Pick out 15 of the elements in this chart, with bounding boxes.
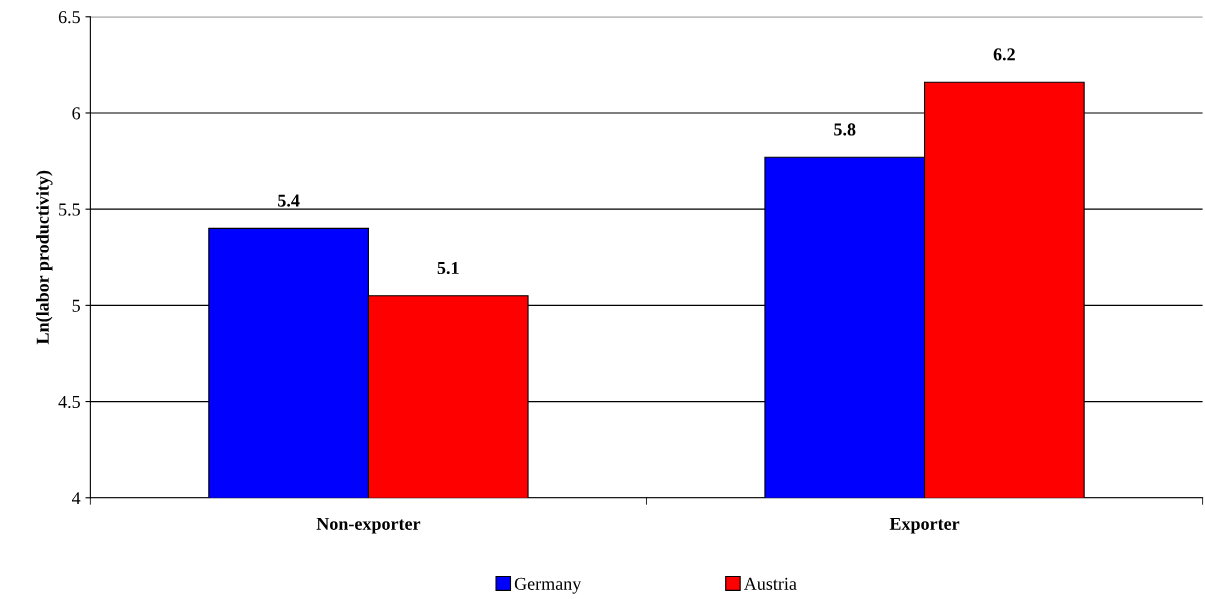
data-label: 6.2	[993, 48, 1015, 61]
data-label: 5.4	[278, 194, 300, 207]
y-axis-title: Ln(labor productivity)	[36, 170, 53, 345]
y-tick-label: 5.5	[59, 203, 80, 216]
legend-label: Germany	[514, 577, 582, 594]
y-tick-label: 5	[72, 299, 80, 312]
x-tick-label: Non-exporter	[316, 517, 421, 534]
y-tick-label: 4.5	[58, 395, 80, 409]
y-tick-label: 6.5	[58, 11, 80, 24]
data-label: 5.8	[834, 123, 856, 136]
data-label: 5.1	[437, 261, 459, 275]
y-tick-label: 4	[71, 492, 81, 505]
y-tick-label: 6	[72, 107, 81, 120]
x-tick-label: Exporter	[889, 517, 960, 534]
legend-label: Austria	[743, 577, 797, 590]
